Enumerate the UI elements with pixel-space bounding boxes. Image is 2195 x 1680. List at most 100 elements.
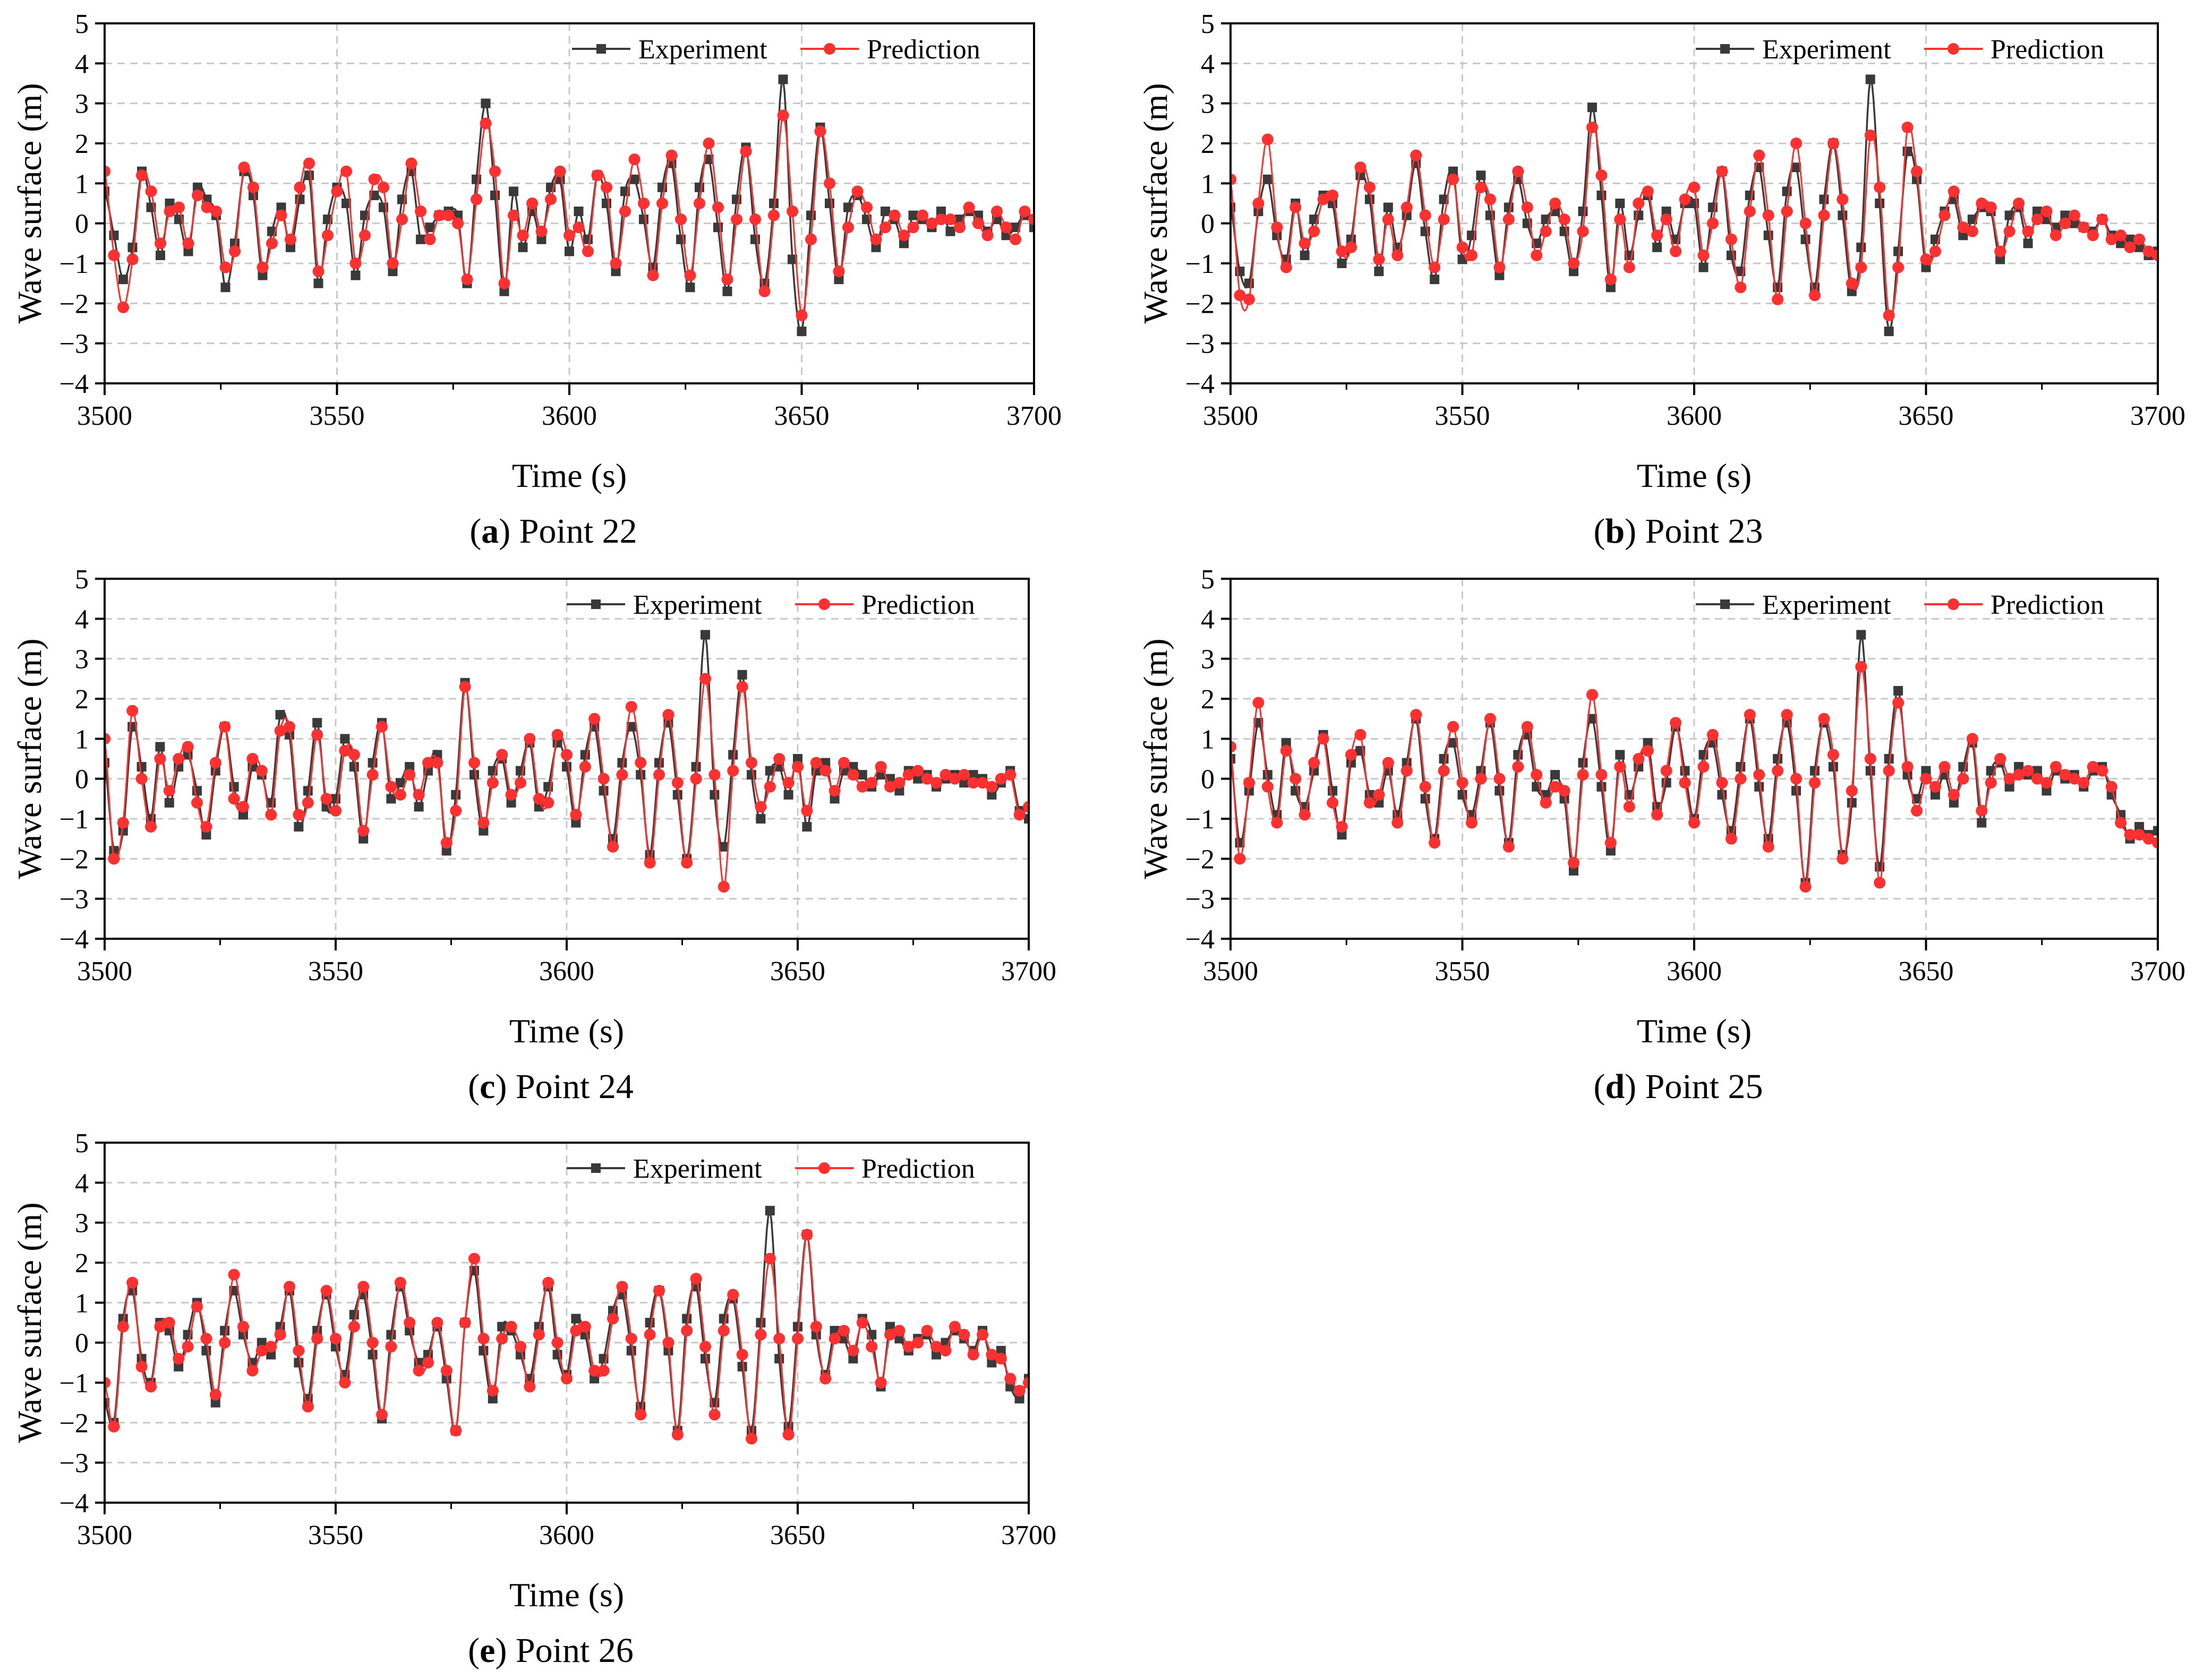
prediction-marker <box>607 1313 619 1325</box>
prediction-marker <box>378 181 389 193</box>
prediction-marker <box>829 1333 841 1345</box>
experiment-marker <box>425 222 435 233</box>
prediction-marker <box>727 1289 739 1301</box>
experiment-marker <box>639 215 648 225</box>
prediction-marker <box>1521 721 1533 733</box>
prediction-marker <box>573 221 585 234</box>
experiment-marker <box>536 234 546 244</box>
prediction-marker <box>1502 841 1515 853</box>
prediction-marker <box>136 169 148 182</box>
prediction-marker <box>1456 241 1468 253</box>
prediction-marker <box>819 1373 832 1385</box>
experiment-marker <box>996 1345 1006 1356</box>
x-tick-label: 3500 <box>1203 401 1258 431</box>
experiment-marker <box>626 722 636 732</box>
experiment-marker <box>1337 830 1347 840</box>
prediction-series <box>1231 661 2158 893</box>
prediction-marker <box>1846 785 1858 797</box>
y-tick-label: 5 <box>75 1128 89 1159</box>
prediction-marker <box>1336 821 1348 833</box>
experiment-marker <box>509 186 518 196</box>
prediction-marker <box>551 728 563 741</box>
y-tick-label: 3 <box>75 645 89 675</box>
experiment-marker <box>441 846 451 856</box>
experiment-marker <box>788 254 797 264</box>
x-tick-label: 3550 <box>1435 956 1490 987</box>
prediction-marker <box>954 221 966 234</box>
experiment-marker <box>1893 246 1903 256</box>
experiment-marker <box>654 758 664 768</box>
y-tick-label: 1 <box>1201 724 1215 755</box>
experiment-marker <box>1024 814 1029 824</box>
experiment-marker <box>481 98 491 108</box>
prediction-marker <box>210 205 222 218</box>
experiment-marker <box>932 1350 941 1360</box>
prediction-marker <box>619 205 631 218</box>
x-tick-label: 3650 <box>1899 401 1954 431</box>
prediction-marker <box>357 1281 370 1293</box>
caption-letter: c <box>480 1067 495 1106</box>
prediction-marker <box>1633 198 1645 209</box>
experiment-marker <box>1800 234 1810 244</box>
axis-ticks: 3500 3550 3600 3650 3700 −4 −3 −2 −1 0 1 2 3 4 5 <box>59 9 1062 431</box>
prediction-marker <box>2003 225 2015 237</box>
y-tick-label: 1 <box>75 1288 89 1318</box>
caption-text: Point 23 <box>1636 512 1763 551</box>
prediction-marker <box>209 1388 221 1401</box>
caption-letter: e <box>480 1631 495 1670</box>
experiment-marker <box>2153 826 2158 836</box>
experiment-marker <box>899 238 909 248</box>
gridlines <box>1231 579 2158 939</box>
experiment-marker <box>1773 754 1783 764</box>
prediction-marker <box>2040 205 2053 218</box>
prediction-marker <box>949 1321 961 1333</box>
prediction-marker <box>746 757 757 769</box>
prediction-marker <box>1753 149 1765 161</box>
experiment-marker <box>118 826 128 836</box>
legend-experiment-label: Experiment <box>633 590 762 620</box>
prediction-marker <box>917 209 928 221</box>
legend-prediction-marker <box>818 598 830 610</box>
prediction-marker <box>182 237 194 250</box>
experiment-marker <box>220 1326 230 1336</box>
experiment-marker <box>1643 738 1653 748</box>
prediction-marker <box>1864 753 1876 765</box>
prediction-marker <box>1013 1385 1026 1397</box>
prediction-marker <box>1670 717 1682 729</box>
prediction-marker <box>1243 293 1255 305</box>
experiment-marker <box>386 794 396 804</box>
panel-caption: (c) Point 24 <box>468 1067 634 1106</box>
prediction-marker <box>1808 289 1821 302</box>
prediction-marker <box>740 145 752 158</box>
prediction-marker <box>1243 777 1255 789</box>
prediction-marker <box>2115 817 2127 829</box>
experiment-marker <box>611 267 621 277</box>
prediction-marker <box>274 1328 286 1341</box>
prediction-marker <box>893 777 906 789</box>
prediction-marker <box>879 221 891 234</box>
experiment-marker <box>451 790 461 800</box>
prediction-marker <box>731 213 742 226</box>
experiment-marker <box>701 1353 710 1364</box>
legend: Experiment Prediction <box>1696 590 2104 620</box>
prediction-marker <box>433 209 445 221</box>
prediction-marker <box>782 777 795 789</box>
prediction-marker <box>1679 193 1691 205</box>
prediction-marker <box>422 1357 434 1369</box>
experiment-marker <box>881 207 890 217</box>
y-tick-label: −1 <box>59 804 89 835</box>
prediction-marker <box>907 221 919 234</box>
experiment-marker <box>1875 199 1885 208</box>
prediction-marker <box>1438 213 1450 226</box>
prediction-marker <box>1327 189 1339 201</box>
experiment-marker <box>1328 786 1338 796</box>
y-tick-label: −3 <box>59 1448 89 1479</box>
prediction-marker <box>1688 181 1700 193</box>
experiment-marker <box>2032 207 2043 217</box>
prediction-marker <box>1540 225 1552 237</box>
experiment-marker <box>769 199 779 208</box>
y-tick-label: −3 <box>59 885 89 915</box>
legend-prediction-marker <box>824 43 835 55</box>
prediction-marker <box>597 1365 610 1377</box>
x-tick-label: 3600 <box>542 401 597 431</box>
